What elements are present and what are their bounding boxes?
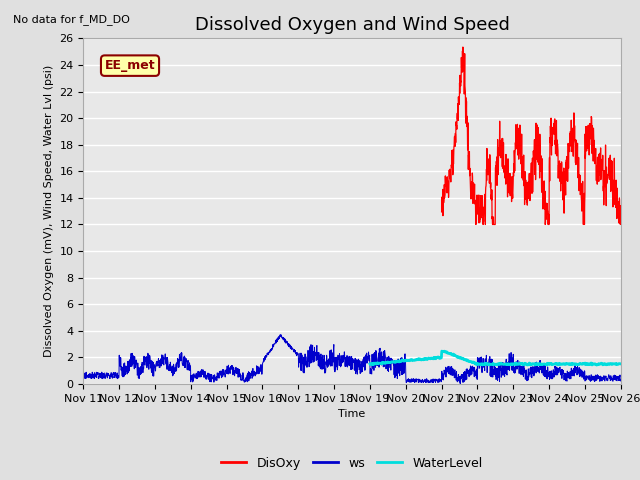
DisOxy [552,138,560,144]
ws [277,332,285,337]
ws [341,360,349,366]
DisOxy [574,161,582,167]
ws [107,374,115,380]
DisOxy [449,151,456,156]
WaterLevel [612,360,620,366]
WaterLevel [516,360,524,366]
Text: No data for f_MD_DO: No data for f_MD_DO [13,14,130,25]
Title: Dissolved Oxygen and Wind Speed: Dissolved Oxygen and Wind Speed [195,16,509,34]
WaterLevel [486,362,493,368]
ws [456,381,464,386]
Y-axis label: Dissolved Oxygen (mV), Wind Speed, Water Lvl (psi): Dissolved Oxygen (mV), Wind Speed, Water… [44,65,54,357]
WaterLevel [593,362,600,368]
WaterLevel [487,361,495,367]
Line: WaterLevel: WaterLevel [370,351,621,365]
WaterLevel [617,361,625,367]
ws [327,348,335,354]
DisOxy [459,44,467,50]
WaterLevel [366,361,374,367]
ws [503,372,511,378]
DisOxy [542,204,550,209]
DisOxy [472,222,480,228]
WaterLevel [572,361,580,367]
DisOxy [593,178,600,183]
DisOxy [617,215,625,221]
ws [617,377,625,383]
WaterLevel [438,348,445,354]
ws [602,374,609,380]
Text: EE_met: EE_met [105,59,156,72]
X-axis label: Time: Time [339,409,365,419]
DisOxy [438,209,445,215]
ws [602,373,609,379]
WaterLevel [502,361,510,367]
DisOxy [547,130,555,135]
Legend: DisOxy, ws, WaterLevel: DisOxy, ws, WaterLevel [216,452,488,475]
Line: DisOxy: DisOxy [442,47,621,225]
ws [79,373,87,379]
Line: ws: ws [83,335,621,384]
